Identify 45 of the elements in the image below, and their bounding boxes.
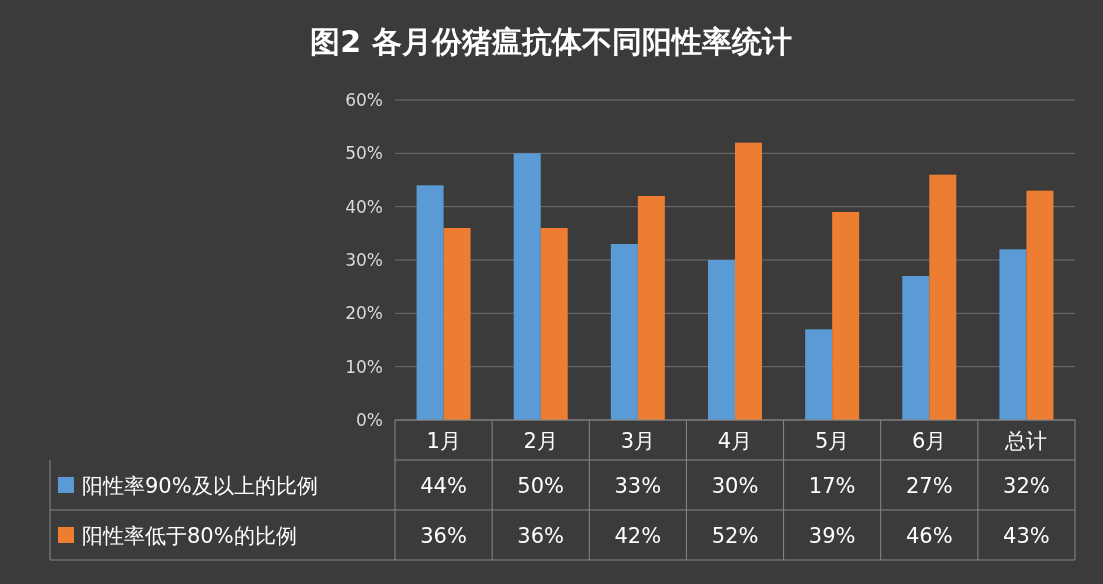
y-tick-label: 60% bbox=[345, 90, 383, 110]
data-label: 44% bbox=[420, 474, 467, 498]
y-tick-label: 30% bbox=[345, 250, 383, 270]
x-tick-label: 5月 bbox=[814, 429, 850, 453]
data-label: 30% bbox=[711, 474, 759, 498]
bar bbox=[513, 153, 541, 420]
data-label: 36% bbox=[517, 524, 565, 548]
y-tick-label: 0% bbox=[356, 410, 383, 430]
data-label: 32% bbox=[1003, 474, 1050, 498]
legend-label: 阳性率90%及以上的比例 bbox=[82, 474, 318, 498]
data-label: 33% bbox=[614, 474, 662, 498]
x-tick-label: 6月 bbox=[912, 429, 947, 453]
bar bbox=[637, 196, 665, 420]
bar bbox=[416, 185, 444, 420]
bar bbox=[1026, 190, 1054, 420]
y-tick-label: 50% bbox=[345, 143, 383, 164]
bar bbox=[929, 174, 957, 420]
data-label: 50% bbox=[517, 474, 565, 498]
legend-label: 阳性率低于80%的比例 bbox=[82, 524, 297, 548]
data-label: 27% bbox=[905, 474, 953, 498]
bar bbox=[708, 260, 735, 420]
x-tick-label: 2月 bbox=[523, 429, 558, 453]
bar bbox=[540, 228, 568, 420]
x-tick-label: 3月 bbox=[620, 429, 656, 453]
bar bbox=[443, 228, 471, 420]
x-tick-label: 4月 bbox=[717, 429, 753, 453]
chart-title: 图2 各月份猪瘟抗体不同阳性率统计 bbox=[310, 24, 792, 59]
data-label: 43% bbox=[1003, 524, 1050, 548]
bar bbox=[999, 249, 1027, 420]
y-tick-label: 20% bbox=[345, 303, 383, 324]
bar bbox=[832, 212, 860, 420]
data-label: 17% bbox=[808, 474, 856, 498]
bar bbox=[610, 244, 638, 420]
y-tick-label: 10% bbox=[345, 356, 383, 377]
data-label: 46% bbox=[905, 524, 953, 548]
bar bbox=[805, 329, 833, 420]
data-label: 36% bbox=[420, 524, 467, 548]
y-tick-label: 40% bbox=[345, 196, 383, 217]
bar bbox=[735, 142, 762, 420]
x-tick-label: 总计 bbox=[1004, 429, 1048, 453]
data-label: 39% bbox=[808, 524, 856, 548]
data-label: 52% bbox=[711, 524, 759, 548]
bar bbox=[902, 276, 930, 420]
data-label: 42% bbox=[614, 524, 662, 548]
x-tick-label: 1月 bbox=[426, 429, 461, 453]
